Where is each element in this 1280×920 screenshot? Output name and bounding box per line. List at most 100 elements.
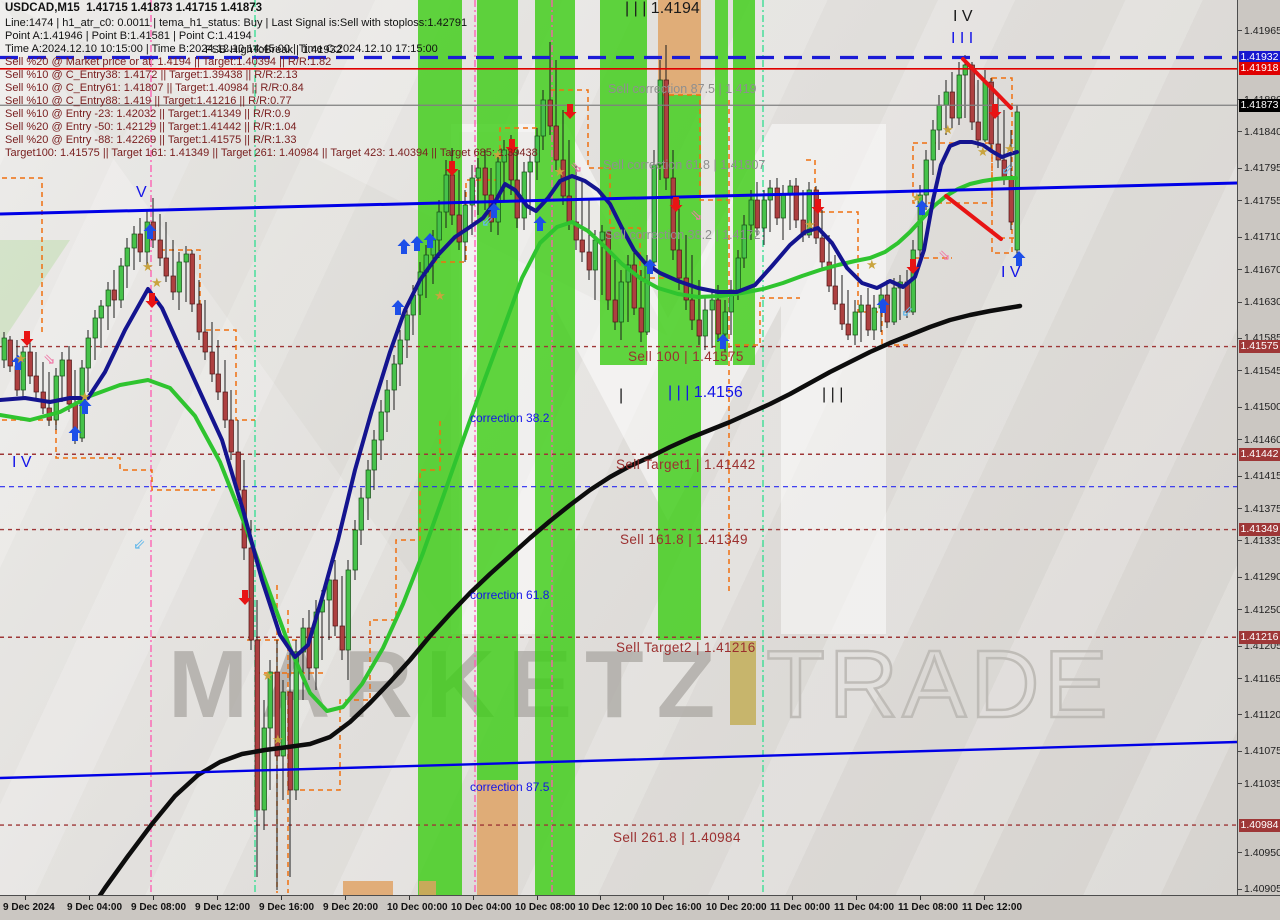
candle-body bbox=[741, 224, 747, 259]
candle-body bbox=[982, 81, 988, 141]
candle-body bbox=[631, 264, 637, 309]
buy-arrow-icon bbox=[876, 298, 890, 313]
star-icon: ★ bbox=[942, 122, 954, 137]
level-annotation: correction 38.2 bbox=[470, 411, 550, 425]
envelope-dashed-path bbox=[735, 297, 800, 346]
exit-arrow-icon: ⇘ bbox=[938, 247, 951, 264]
candle-body bbox=[852, 311, 858, 336]
buy-arrow-icon bbox=[533, 216, 547, 231]
info-line: Line:1474 | h1_atr_c0: 0.0011 | tema_h1_… bbox=[5, 17, 468, 29]
candle-body bbox=[397, 339, 403, 365]
price-tick-mark bbox=[1238, 714, 1242, 716]
candle-body bbox=[163, 257, 169, 277]
price-tick-label: 1.40950 bbox=[1244, 846, 1280, 859]
price-badge: 1.41932 bbox=[1239, 50, 1280, 64]
exit-arrow-icon: ⇘ bbox=[43, 351, 56, 368]
buy-arrow-icon bbox=[397, 239, 411, 254]
ma-fast-line bbox=[0, 140, 1019, 659]
candle-body bbox=[923, 159, 929, 196]
time-tick-mark bbox=[663, 896, 664, 900]
candle-body bbox=[709, 299, 715, 311]
signal-line: Sell %20 @ Entry -50: 1.42129 || Target:… bbox=[5, 121, 297, 133]
time-tick-mark bbox=[728, 896, 729, 900]
price-badge: 1.41575 bbox=[1239, 340, 1280, 354]
candle-body bbox=[469, 177, 475, 206]
candle-body bbox=[378, 411, 384, 441]
candle-body bbox=[209, 351, 215, 375]
price-badge: 1.41442 bbox=[1239, 447, 1280, 461]
candle-body bbox=[975, 121, 981, 141]
price-badge: 1.41918 bbox=[1239, 62, 1280, 76]
candle-body bbox=[92, 317, 98, 339]
candle-body bbox=[1014, 111, 1020, 251]
sell-arrow-icon bbox=[20, 331, 34, 346]
candle-body bbox=[267, 671, 273, 729]
candle-body bbox=[345, 569, 351, 651]
time-axis[interactable]: 9 Dec 2024 9 Dec 04:00 9 Dec 08:00 9 Dec 12… bbox=[0, 895, 1280, 920]
signal-line: Sell %10 @ C_Entry38: 1.4172 || Target:1… bbox=[5, 69, 298, 81]
candle-body bbox=[793, 185, 799, 221]
candle-body bbox=[586, 251, 592, 271]
candle-body bbox=[124, 247, 130, 267]
candle-body bbox=[384, 389, 390, 413]
candle-body bbox=[339, 625, 345, 651]
candle-body bbox=[579, 239, 585, 253]
envelope-dashed-path bbox=[806, 159, 816, 222]
candle-body bbox=[839, 303, 845, 325]
star-icon: ★ bbox=[262, 668, 274, 683]
price-axis[interactable]: 1.419651.418801.418401.417951.417551.417… bbox=[1237, 0, 1280, 895]
envelope-dashed-path bbox=[660, 94, 728, 201]
candle-body bbox=[826, 261, 832, 287]
candle-body bbox=[592, 239, 598, 271]
star-icon: ★ bbox=[492, 147, 504, 162]
candle-body bbox=[553, 125, 559, 161]
wave-count-label: | | | 1.4156 bbox=[668, 384, 743, 401]
time-tick-mark bbox=[409, 896, 410, 900]
regression-trend-line bbox=[0, 181, 1237, 216]
price-tick-mark bbox=[1238, 852, 1242, 854]
price-tick-label: 1.41545 bbox=[1244, 364, 1280, 377]
price-tick-mark bbox=[1238, 475, 1242, 477]
candle-body bbox=[111, 289, 117, 301]
ma-slow-line bbox=[97, 303, 1023, 895]
buy-arrow-icon bbox=[915, 200, 929, 215]
candle-body bbox=[735, 257, 741, 291]
level-annotation: correction 87.5 bbox=[470, 780, 550, 794]
time-tick-label: 9 Dec 20:00 bbox=[323, 902, 379, 913]
price-tick-mark bbox=[1238, 750, 1242, 752]
price-tick-label: 1.41795 bbox=[1244, 162, 1280, 175]
candle-body bbox=[33, 375, 39, 393]
price-tick-label: 1.41500 bbox=[1244, 401, 1280, 414]
candle-body bbox=[956, 74, 962, 119]
buy-arrow-icon bbox=[78, 399, 92, 414]
price-tick-mark bbox=[1238, 439, 1242, 441]
candle-body bbox=[274, 671, 280, 757]
price-tick-mark bbox=[1238, 540, 1242, 542]
level-annotation: Sell 161.8 | 1.41349 bbox=[620, 532, 748, 547]
candle-body bbox=[651, 164, 657, 263]
candle-body bbox=[475, 167, 481, 179]
candle-body bbox=[534, 135, 540, 163]
sell-arrow-icon bbox=[988, 104, 1002, 119]
time-tick-mark bbox=[856, 896, 857, 900]
candle-body bbox=[287, 691, 293, 791]
envelope-dashed-path bbox=[2, 177, 43, 332]
time-tick-label: 9 Dec 2024 bbox=[3, 902, 55, 913]
candle-body bbox=[118, 265, 124, 301]
signal-line: Sell %10 @ C_Entry61: 1.41807 || Target:… bbox=[5, 82, 304, 94]
time-tick-mark bbox=[792, 896, 793, 900]
candle-body bbox=[157, 239, 163, 259]
price-tick-label: 1.41035 bbox=[1244, 777, 1280, 790]
wave-count-label: I V bbox=[1001, 264, 1021, 281]
price-tick-mark bbox=[1238, 167, 1242, 169]
candle-body bbox=[527, 161, 533, 173]
chart-canvas[interactable]: MARKETZTRADE ★★★★★★★★★★★★★★★⇘⇘⇘⇘⇙⇙⇙⇙ Sel… bbox=[0, 0, 1237, 895]
buy-arrow-icon bbox=[143, 224, 157, 239]
signal-line: Sell %10 @ C_Entry88: 1.419 || Target:1.… bbox=[5, 95, 292, 107]
level-annotation: Sell 100 | 1.41575 bbox=[628, 349, 744, 364]
sell-arrow-icon bbox=[238, 590, 252, 605]
price-tick-label: 1.41375 bbox=[1244, 502, 1280, 515]
time-tick-mark bbox=[25, 896, 26, 900]
level-annotation: Sell correction 87.5 | 1.419 bbox=[608, 82, 757, 96]
